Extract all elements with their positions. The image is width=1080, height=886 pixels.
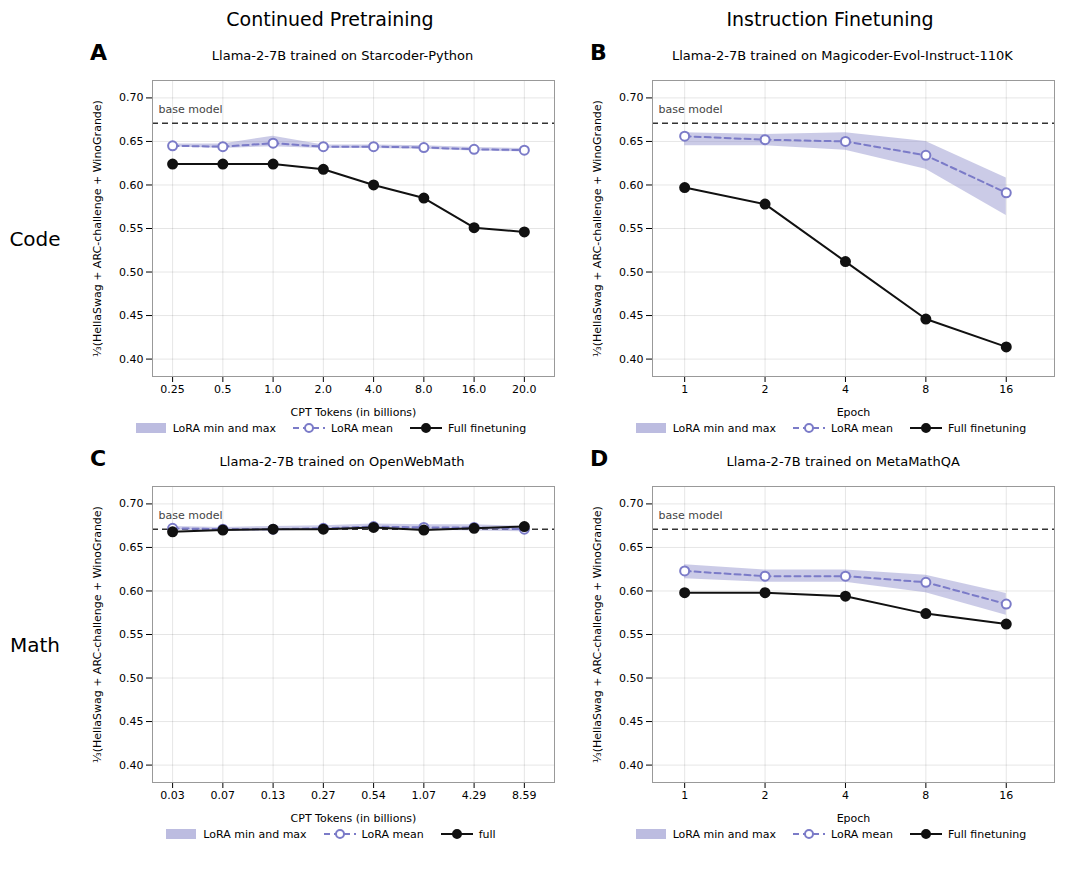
- svg-text:4.29: 4.29: [462, 789, 487, 802]
- html-text:Llama-2-7B trained on Magicode: Llama-2-7B trained on Magicoder-Evol-Ins…: [671, 48, 1013, 63]
- svg-text:0.55: 0.55: [619, 222, 644, 235]
- svg-text:CPT Tokens (in billions): CPT Tokens (in billions): [291, 406, 417, 419]
- svg-text:1.0: 1.0: [264, 383, 282, 396]
- svg-text:base model: base model: [659, 103, 723, 116]
- html-text:Full finetuning: Full finetuning: [948, 421, 1027, 435]
- svg-text:0.45: 0.45: [119, 309, 144, 322]
- svg-text:0.03: 0.03: [160, 789, 185, 802]
- svg-text:2.0: 2.0: [315, 383, 333, 396]
- html-text:Code: Code: [9, 227, 61, 251]
- svg-text:0.65: 0.65: [619, 135, 644, 148]
- svg-text:0.70: 0.70: [119, 91, 144, 104]
- svg-text:0.65: 0.65: [119, 135, 144, 148]
- svg-text:0.27: 0.27: [311, 789, 336, 802]
- svg-text:⅓(HellaSwag + ARC-challenge +: ⅓(HellaSwag + ARC-challenge + WinoGrande…: [591, 506, 604, 763]
- svg-text:16.0: 16.0: [462, 383, 487, 396]
- svg-text:4: 4: [842, 383, 849, 396]
- svg-text:8.59: 8.59: [512, 789, 537, 802]
- svg-text:base model: base model: [659, 509, 723, 522]
- svg-text:16: 16: [999, 789, 1013, 802]
- svg-text:⅓(HellaSwag + ARC-challenge +: ⅓(HellaSwag + ARC-challenge + WinoGrande…: [91, 506, 104, 763]
- svg-text:16: 16: [999, 383, 1013, 396]
- html-text:Llama-2-7B trained on MetaMath: Llama-2-7B trained on MetaMathQA: [726, 454, 960, 469]
- svg-text:base model: base model: [159, 103, 223, 116]
- svg-text:8: 8: [922, 789, 929, 802]
- svg-text:1: 1: [681, 789, 688, 802]
- html-text:LoRA mean: LoRA mean: [831, 421, 894, 435]
- svg-text:0.40: 0.40: [119, 759, 144, 772]
- html-text:LoRA min and max: LoRA min and max: [672, 421, 776, 435]
- svg-text:0.60: 0.60: [619, 178, 644, 191]
- html-text:Llama-2-7B trained on OpenWebM: Llama-2-7B trained on OpenWebMath: [219, 454, 465, 469]
- svg-text:2: 2: [762, 383, 769, 396]
- html-text:LoRA min and max: LoRA min and max: [203, 827, 307, 841]
- svg-text:0.54: 0.54: [361, 789, 386, 802]
- svg-text:Epoch: Epoch: [837, 406, 871, 419]
- svg-text:Epoch: Epoch: [837, 812, 871, 825]
- svg-text:0.70: 0.70: [619, 497, 644, 510]
- svg-text:base model: base model: [159, 509, 223, 522]
- svg-text:0.65: 0.65: [119, 541, 144, 554]
- html-text:LoRA min and max: LoRA min and max: [172, 421, 276, 435]
- html-text:LoRA min and max: LoRA min and max: [672, 827, 776, 841]
- svg-text:0.45: 0.45: [619, 715, 644, 728]
- html-text:Continued Pretraining: Continued Pretraining: [226, 8, 434, 30]
- svg-text:0.5: 0.5: [214, 383, 232, 396]
- svg-text:0.45: 0.45: [119, 715, 144, 728]
- svg-text:0.50: 0.50: [119, 266, 144, 279]
- svg-text:⅓(HellaSwag + ARC-challenge +: ⅓(HellaSwag + ARC-challenge + WinoGrande…: [591, 100, 604, 357]
- html-text:Full finetuning: Full finetuning: [948, 827, 1027, 841]
- html-text:D: D: [590, 446, 609, 471]
- svg-text:0.55: 0.55: [619, 628, 644, 641]
- svg-text:0.65: 0.65: [619, 541, 644, 554]
- svg-text:4.0: 4.0: [365, 383, 383, 396]
- svg-text:0.07: 0.07: [211, 789, 236, 802]
- svg-text:4: 4: [842, 789, 849, 802]
- svg-text:0.50: 0.50: [619, 266, 644, 279]
- svg-text:0.13: 0.13: [261, 789, 286, 802]
- svg-text:0.40: 0.40: [619, 759, 644, 772]
- svg-text:0.70: 0.70: [619, 91, 644, 104]
- svg-text:0.40: 0.40: [619, 353, 644, 366]
- svg-text:0.50: 0.50: [119, 672, 144, 685]
- html-text:B: B: [590, 40, 607, 65]
- html-text:LoRA mean: LoRA mean: [831, 827, 894, 841]
- svg-text:8: 8: [922, 383, 929, 396]
- svg-text:0.60: 0.60: [119, 178, 144, 191]
- svg-text:0.60: 0.60: [119, 584, 144, 597]
- svg-text:0.45: 0.45: [619, 309, 644, 322]
- html-text:C: C: [90, 446, 107, 471]
- svg-text:8.0: 8.0: [415, 383, 433, 396]
- html-text:A: A: [90, 40, 107, 65]
- svg-text:⅓(HellaSwag + ARC-challenge +: ⅓(HellaSwag + ARC-challenge + WinoGrande…: [91, 100, 104, 357]
- svg-text:0.55: 0.55: [119, 222, 144, 235]
- svg-text:1: 1: [681, 383, 688, 396]
- html-text:full: full: [478, 827, 496, 841]
- svg-text:CPT Tokens (in billions): CPT Tokens (in billions): [291, 812, 417, 825]
- html-text:Instruction Finetuning: Instruction Finetuning: [726, 8, 934, 30]
- html-text:LoRA mean: LoRA mean: [331, 421, 394, 435]
- svg-text:0.60: 0.60: [619, 584, 644, 597]
- html-text:LoRA mean: LoRA mean: [361, 827, 424, 841]
- svg-text:0.25: 0.25: [160, 383, 185, 396]
- svg-text:20.0: 20.0: [512, 383, 537, 396]
- html-text:Full finetuning: Full finetuning: [448, 421, 527, 435]
- svg-text:0.70: 0.70: [119, 497, 144, 510]
- svg-text:0.50: 0.50: [619, 672, 644, 685]
- svg-text:0.55: 0.55: [119, 628, 144, 641]
- svg-text:1.07: 1.07: [412, 789, 437, 802]
- svg-text:0.40: 0.40: [119, 353, 144, 366]
- html-text:Math: Math: [10, 633, 60, 657]
- svg-text:2: 2: [762, 789, 769, 802]
- html-text:Llama-2-7B trained on Starcode: Llama-2-7B trained on Starcoder-Python: [211, 48, 474, 63]
